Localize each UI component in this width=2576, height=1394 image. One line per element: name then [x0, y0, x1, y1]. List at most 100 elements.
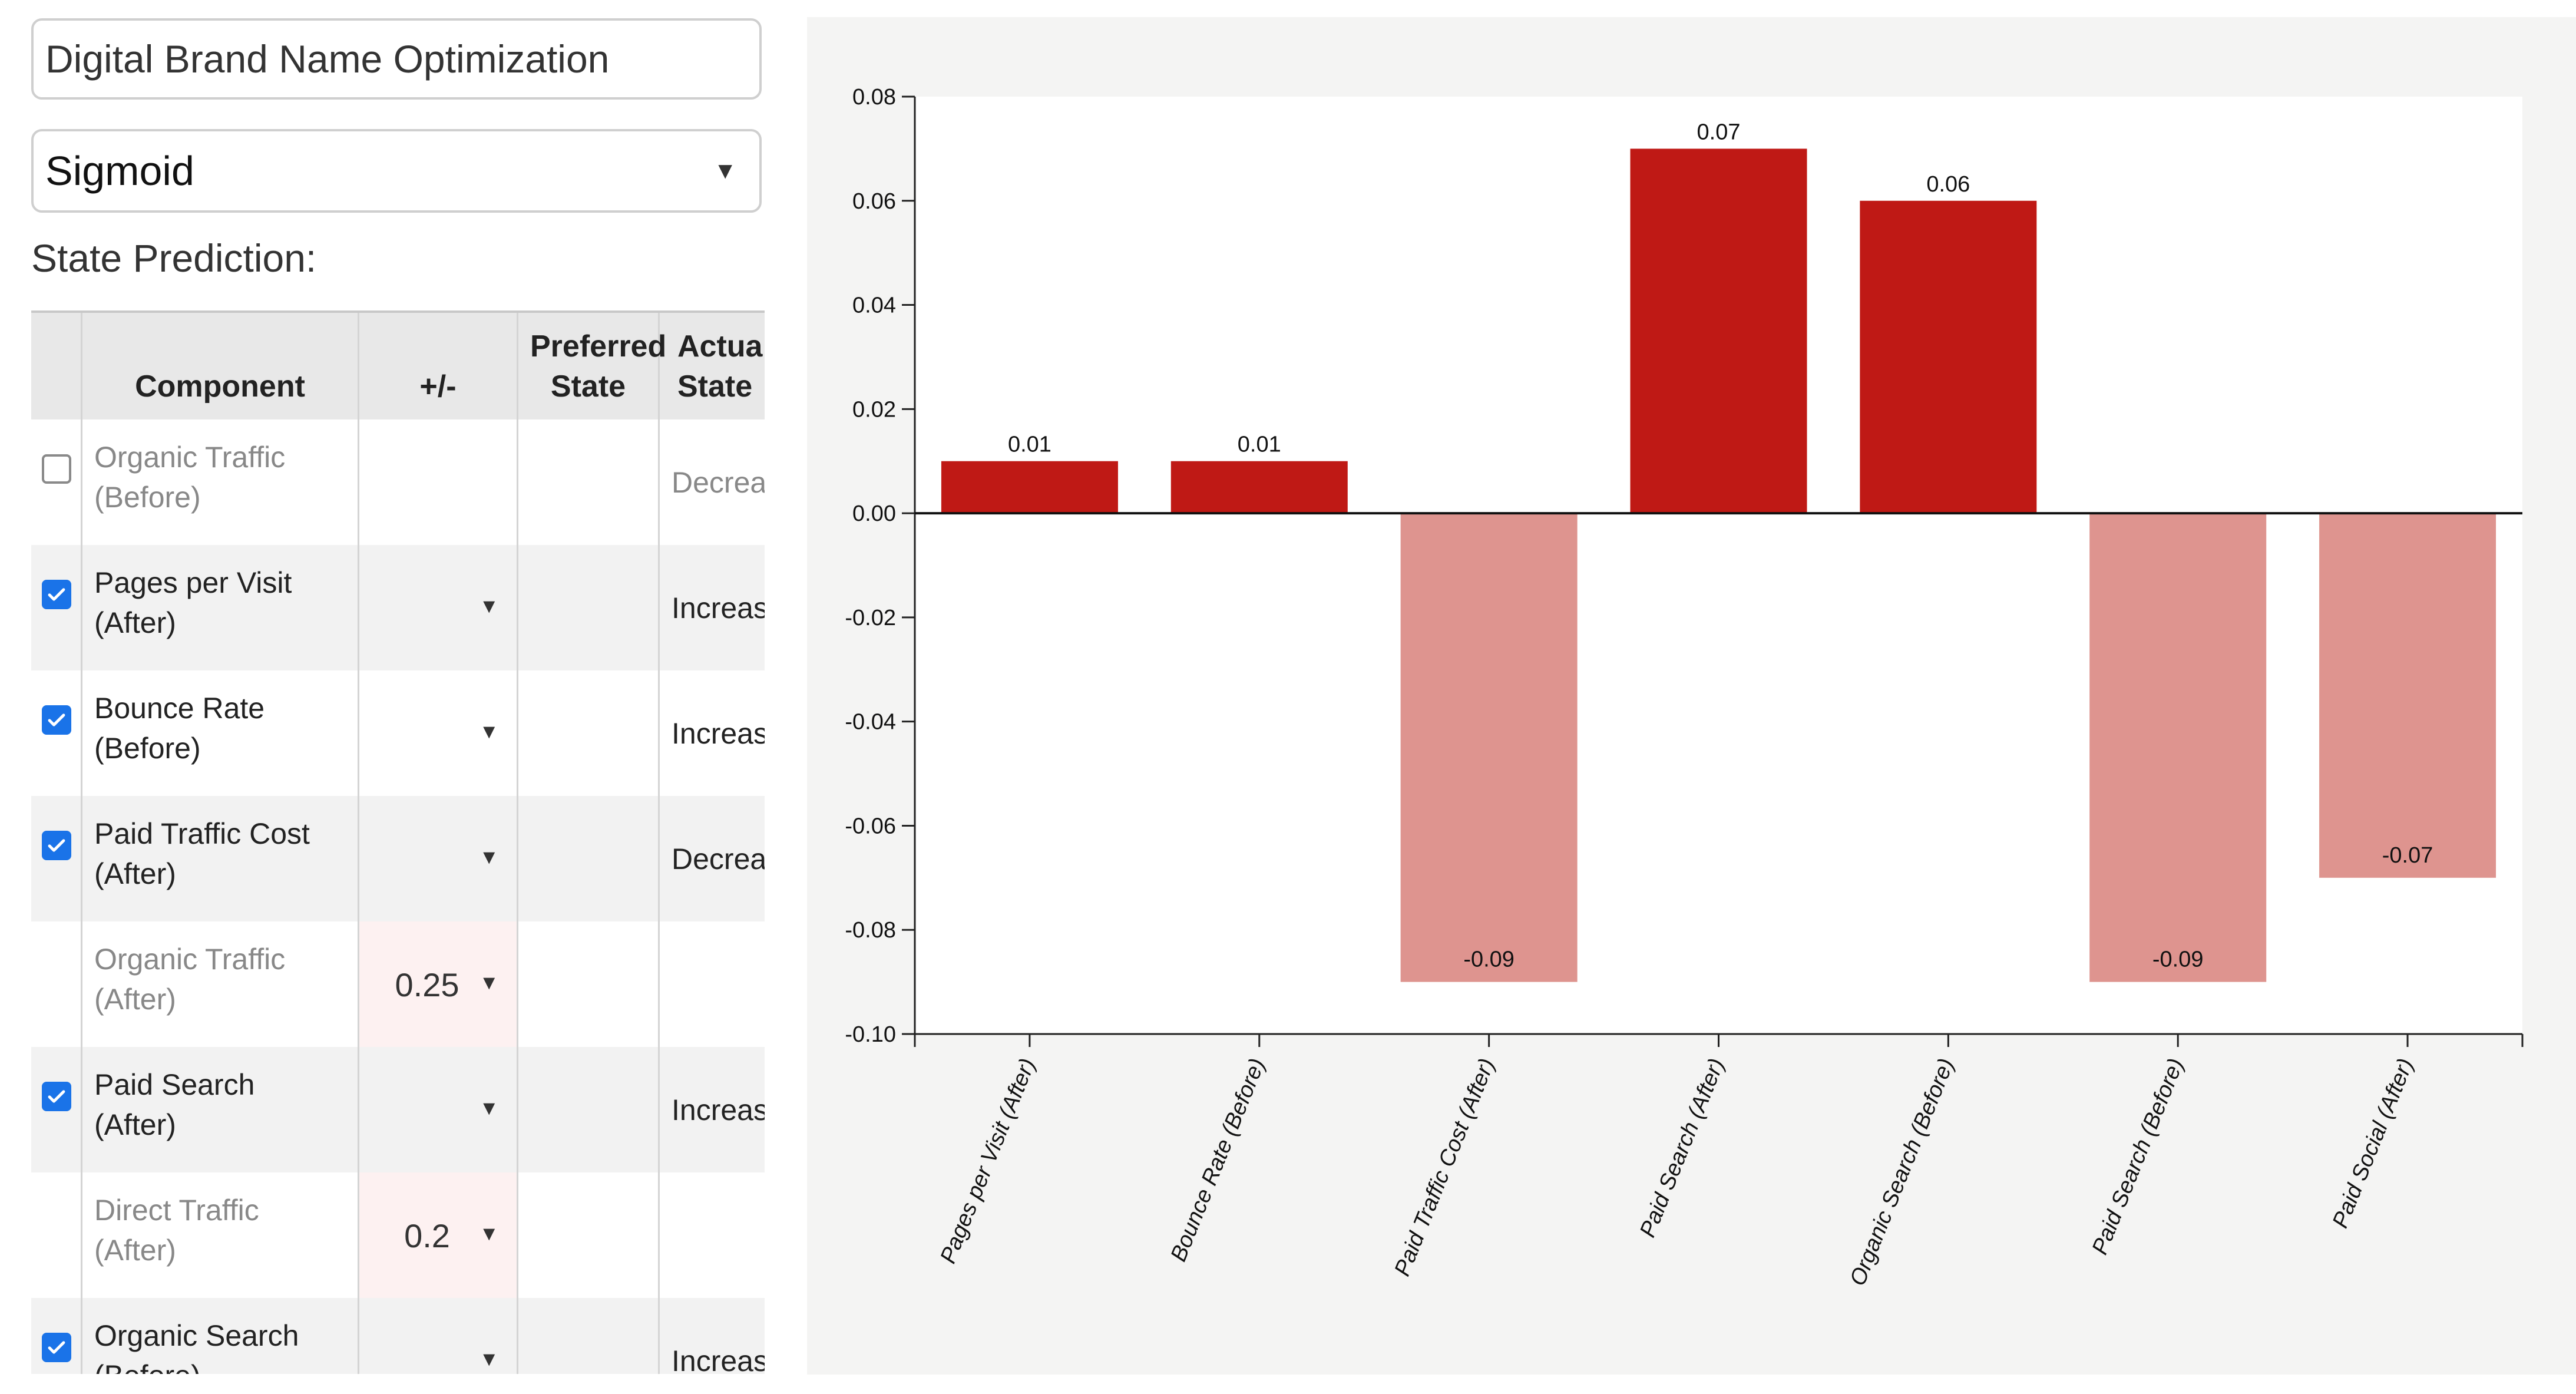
plus-minus-cell[interactable] [359, 419, 518, 545]
caret-down-icon[interactable]: ▼ [479, 845, 499, 868]
checkbox-cell [31, 1298, 82, 1374]
row-checkbox[interactable] [42, 705, 71, 735]
x-tick-label: Bounce Rate (Before) [1166, 1055, 1271, 1266]
y-tick-label: 0.00 [852, 501, 896, 526]
actual-state-cell: Increase [660, 545, 765, 670]
plus-minus-cell[interactable]: ▼ [359, 670, 518, 796]
component-name: Bounce Rate [94, 692, 265, 725]
table-row: Organic Search (Before) ▼ Increase [31, 1298, 765, 1374]
table-row: Organic Traffic (Before) Decrease [31, 419, 765, 545]
component-qualifier: (Before) [94, 1356, 358, 1374]
bar-data-label: -0.09 [1463, 947, 1514, 972]
preferred-state-cell [518, 670, 660, 796]
caret-down-icon[interactable]: ▼ [479, 971, 499, 994]
checkbox-cell [31, 419, 82, 545]
plus-minus-cell[interactable]: ▼ [359, 1047, 518, 1172]
table-row: Paid Traffic Cost (After) ▼ Decrease [31, 796, 765, 921]
caret-down-icon[interactable]: ▼ [479, 1096, 499, 1119]
component-qualifier: (Before) [94, 481, 201, 514]
row-checkbox[interactable] [42, 580, 71, 609]
row-checkbox[interactable] [42, 1333, 71, 1362]
actual-state-cell: Decrease [660, 796, 765, 921]
table-row: Pages per Visit (After) ▼ Increase [31, 545, 765, 670]
chart-panel: 0.08 0.06 0.04 0.02 0.00 -0.02 -0.04 -0.06 -0.08… [807, 17, 2576, 1375]
header-check-cell [31, 313, 82, 419]
model-select[interactable]: Sigmoid ▼ [31, 129, 762, 213]
header-component-label: Component [135, 369, 305, 404]
component-qualifier: (After) [94, 857, 176, 890]
state-prediction-table: Component +/- Preferred State Actual State O… [31, 310, 765, 1374]
table-row: Paid Search (After) ▼ Increase [31, 1047, 765, 1172]
x-tick-label: Paid Social (After) [2328, 1055, 2419, 1232]
plus-minus-cell[interactable]: 0.25 ▼ [359, 921, 518, 1047]
x-tick-label: Organic Search (Before) [1845, 1055, 1959, 1290]
bar [1400, 513, 1578, 982]
header-actual-state: Actual State [660, 313, 765, 419]
table-row: Bounce Rate (Before) ▼ Increase [31, 670, 765, 796]
header-component: Component [82, 313, 359, 419]
bar [1630, 148, 1807, 514]
component-name: Paid Search [94, 1068, 255, 1101]
x-tick-label: Paid Search (Before) [2088, 1055, 2189, 1258]
plus-minus-value: 0.2 [404, 1217, 450, 1254]
bar [2319, 513, 2496, 878]
check-icon [48, 1341, 65, 1354]
preferred-state-cell [518, 921, 660, 1047]
row-checkbox[interactable] [42, 1082, 71, 1111]
checkbox-cell [31, 670, 82, 796]
actual-state-cell: Increase [660, 1047, 765, 1172]
y-tick-label: -0.04 [845, 710, 896, 735]
caret-down-icon[interactable]: ▼ [479, 1347, 499, 1370]
header-preferred-state-label: Preferred State [530, 329, 667, 404]
bar-data-label: -0.09 [2152, 947, 2204, 972]
caret-down-icon[interactable]: ▼ [479, 720, 499, 743]
component-name: Organic Traffic [94, 943, 286, 976]
component-name: Pages per Visit [94, 566, 292, 599]
table-header: Component +/- Preferred State Actual State [31, 310, 765, 419]
plus-minus-cell[interactable]: ▼ [359, 545, 518, 670]
checkbox-cell [31, 921, 82, 1047]
component-cell: Organic Traffic (Before) [82, 419, 359, 545]
component-qualifier: (After) [94, 1234, 176, 1267]
actual-state-value: Increase [672, 1093, 765, 1127]
bar-data-label: 0.01 [1008, 432, 1051, 457]
check-icon [48, 1090, 65, 1103]
bar-data-label: -0.07 [2382, 843, 2433, 868]
x-tick-label: Paid Traffic Cost (After) [1390, 1055, 1500, 1280]
plus-minus-cell[interactable]: ▼ [359, 1298, 518, 1374]
actual-state-cell: Decrease [660, 419, 765, 545]
plus-minus-cell[interactable]: ▼ [359, 796, 518, 921]
left-panel: Sigmoid ▼ State Prediction: Component +/-… [0, 0, 783, 1394]
actual-state-value: Decrease [672, 842, 765, 876]
header-plus-minus: +/- [359, 313, 518, 419]
component-qualifier: (After) [94, 983, 176, 1016]
component-name: Organic Traffic [94, 441, 286, 474]
preferred-state-cell [518, 796, 660, 921]
y-tick-label: 0.02 [852, 397, 896, 422]
row-checkbox[interactable] [42, 454, 71, 484]
actual-state-value: Increase [672, 716, 765, 750]
y-tick-label: -0.08 [845, 918, 896, 943]
caret-down-icon[interactable]: ▼ [479, 1222, 499, 1245]
actual-state-cell [660, 1172, 765, 1298]
header-preferred-state: Preferred State [518, 313, 667, 419]
x-tick-label: Paid Search (After) [1635, 1055, 1730, 1241]
caret-down-icon[interactable]: ▼ [479, 594, 499, 617]
component-qualifier: (After) [94, 1108, 176, 1141]
bar [941, 461, 1118, 514]
actual-state-value: Increase [672, 1344, 765, 1375]
checkbox-cell [31, 1172, 82, 1298]
row-checkbox[interactable] [42, 831, 71, 860]
header-actual-state-label: Actual State [677, 329, 765, 404]
plus-minus-cell[interactable]: 0.2 ▼ [359, 1172, 518, 1298]
component-cell: Paid Search (After) [82, 1047, 359, 1172]
caret-down-icon: ▼ [713, 157, 737, 184]
model-select-value: Sigmoid [45, 148, 194, 194]
checkbox-cell [31, 796, 82, 921]
preferred-state-cell [518, 1298, 660, 1374]
section-title: State Prediction: [31, 236, 317, 280]
bar-data-label: 0.01 [1238, 432, 1281, 457]
title-input[interactable] [31, 18, 762, 100]
preferred-state-cell [518, 419, 660, 545]
y-tick-label: -0.10 [845, 1022, 896, 1047]
